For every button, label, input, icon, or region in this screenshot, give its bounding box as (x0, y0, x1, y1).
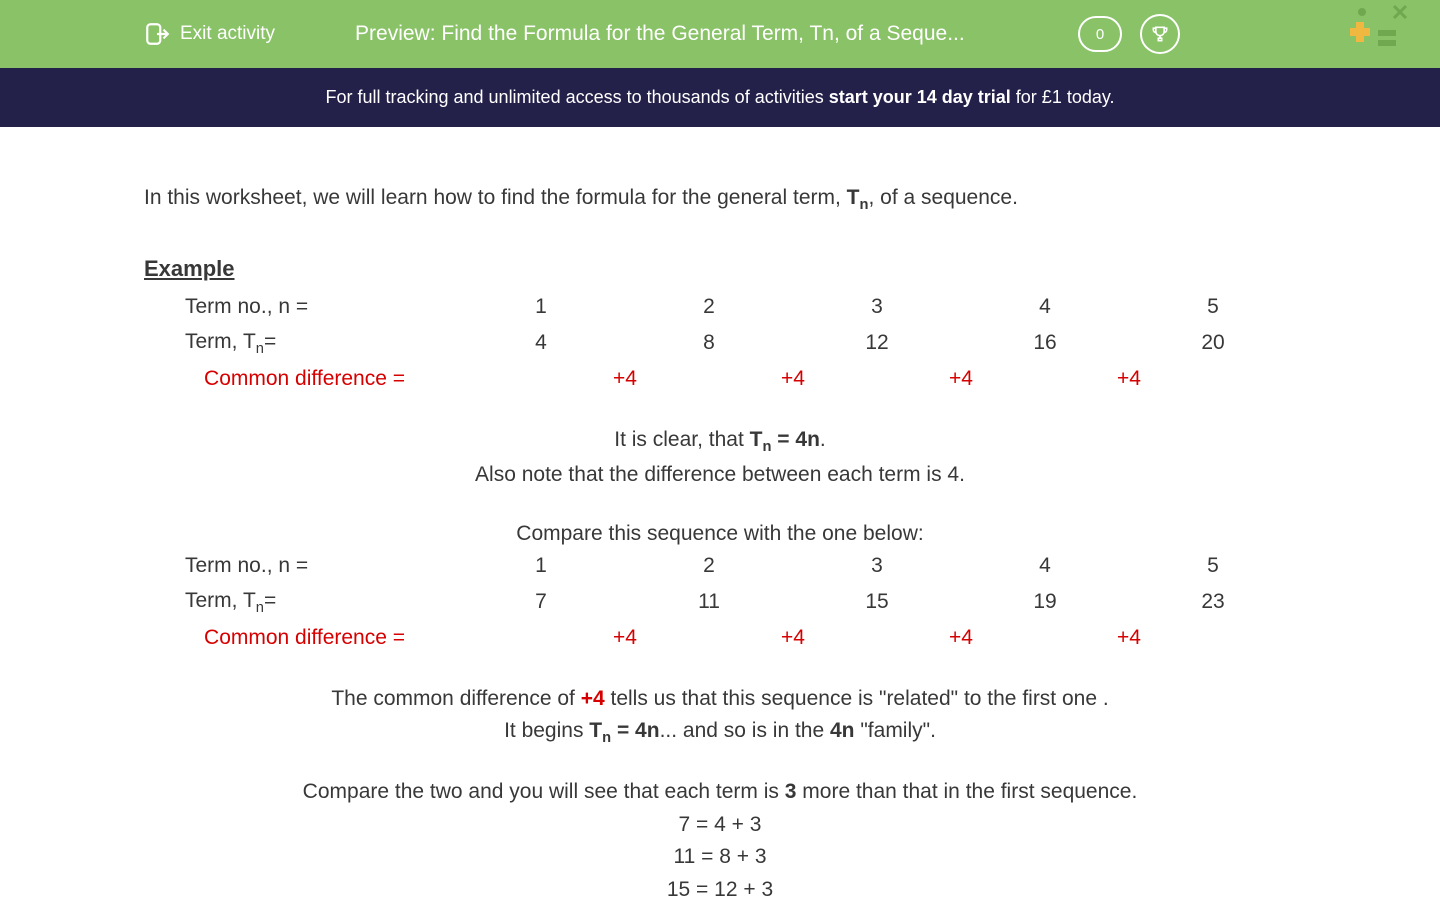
score-value: 0 (1096, 26, 1104, 43)
explanation-1: It is clear, that Tn = 4n. Also note tha… (144, 425, 1296, 491)
explanation-2: The common difference of +4 tells us tha… (144, 684, 1296, 750)
table-row: Term no., n = 1 2 3 4 5 (185, 290, 1255, 324)
activity-title: Preview: Find the Formula for the Genera… (355, 22, 965, 46)
brand-decor-icon (1342, 4, 1422, 64)
sequence-table-2: Term no., n = 1 2 3 4 5 Term, Tn= 7 11 1… (185, 549, 1255, 655)
table-row: Term, Tn= 4 8 12 16 20 (185, 325, 1255, 363)
table-row: Term, Tn= 7 11 15 19 23 (185, 584, 1255, 622)
header-right: 0 (1078, 0, 1180, 68)
banner-post: for £1 today. (1011, 87, 1115, 107)
example-heading: Example (144, 253, 1296, 285)
banner-bold: start your 14 day trial (829, 87, 1011, 107)
trophy-button[interactable] (1140, 14, 1180, 54)
app-header: Exit activity Preview: Find the Formula … (0, 0, 1440, 68)
exit-label: Exit activity (180, 23, 275, 45)
intro-text: In this worksheet, we will learn how to … (144, 183, 1296, 217)
trophy-icon (1150, 24, 1170, 44)
banner-pre: For full tracking and unlimited access t… (325, 87, 828, 107)
trial-banner[interactable]: For full tracking and unlimited access t… (0, 68, 1440, 127)
table-row: Common difference = +4 +4 +4 +4 (185, 621, 1255, 655)
worksheet-content: In this worksheet, we will learn how to … (0, 127, 1440, 905)
explanation-3: Compare the two and you will see that ea… (144, 777, 1296, 905)
compare-text: Compare this sequence with the one below… (144, 519, 1296, 549)
score-pill[interactable]: 0 (1078, 16, 1122, 52)
table-row: Common difference = +4 +4 +4 +4 (185, 362, 1255, 396)
exit-activity-link[interactable]: Exit activity (144, 21, 275, 47)
sequence-table-1: Term no., n = 1 2 3 4 5 Term, Tn= 4 8 12… (185, 290, 1255, 396)
exit-icon (144, 21, 170, 47)
table-row: Term no., n = 1 2 3 4 5 (185, 549, 1255, 583)
